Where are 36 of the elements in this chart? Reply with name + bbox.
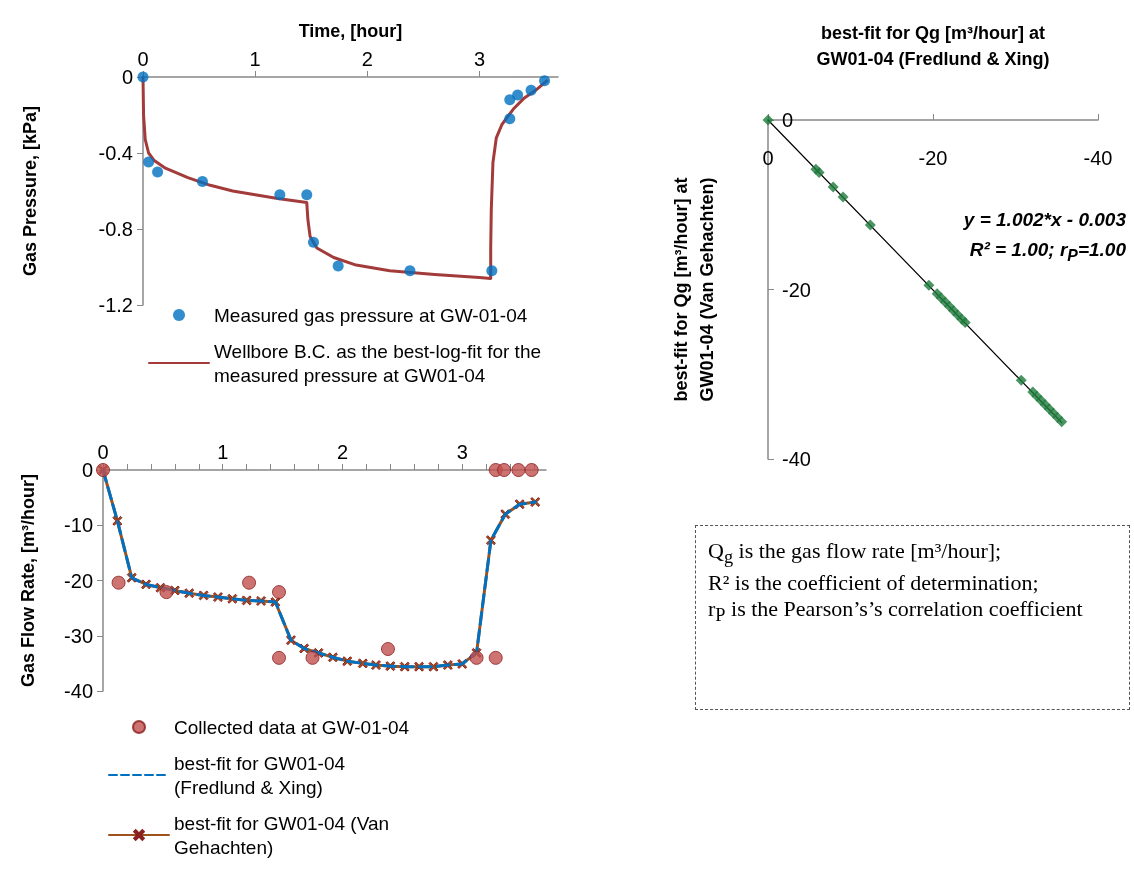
x-tick-label: -20	[918, 147, 948, 169]
legend-label: Measured gas pressure at GW-01-04	[214, 304, 528, 326]
x-tick-label: 2	[336, 441, 349, 463]
x-tick-label: 3	[473, 48, 486, 70]
x-tick-label: 3	[456, 441, 468, 463]
y-tick-label: 0	[121, 66, 133, 88]
y-tick-label: -40	[64, 680, 93, 702]
x-tick-label: 0	[137, 48, 149, 70]
y-tick-label: -20	[782, 278, 811, 301]
y-tick-label: 0	[81, 459, 93, 481]
y-axis-title: Gas Pressure, [kPa]	[20, 105, 40, 277]
x-tick-label: 1	[249, 48, 261, 70]
y-tick-label: -0.4	[98, 142, 133, 164]
y-tick-label: -30	[64, 624, 93, 647]
x-axis-title: best-fit for Qg [m³/hour] at GW01-04 (Fredlund & Xing)	[816, 23, 1050, 69]
x-tick-label: 1	[217, 441, 229, 463]
y-tick-label: -1.2	[98, 294, 133, 316]
y-axis-title: Gas Flow Rate, [m³/hour]	[18, 473, 38, 688]
x-tick-label: -40	[1083, 147, 1113, 169]
legend-label: best-fit for GW01-04 (Van Gehachten)	[174, 812, 390, 858]
y-tick-label: 0	[782, 109, 794, 131]
text: Q$_{g}$ is the gas flow rate [m³/hour];	[708, 538, 1003, 570]
legend-label: Collected data at GW-01-04	[174, 716, 410, 738]
y-tick-label: -0.8	[98, 218, 133, 240]
y-tick-label: -10	[64, 514, 93, 537]
x-tick-label: 2	[361, 48, 373, 70]
legend-label: Wellbore B.C. as the best-log-fit for the measured pressure at GW01-04	[214, 340, 542, 386]
y-axis-title: best-fit for Qg [m³/hour] at GW01-04 (Van Gehachten)	[671, 177, 717, 402]
y-tick-label: -20	[64, 569, 93, 592]
legend-label: best-fit for GW01-04 (Fredlund & Xing)	[174, 752, 346, 798]
text: r$_{P}$ is the Pearson’s’s correlation coefficient	[708, 596, 1084, 628]
annotation: R² = 1.00; r$_{P}$=1.00	[968, 238, 1126, 266]
x-axis-title: Time, [hour]	[298, 21, 403, 42]
x-tick-label: 0	[762, 147, 774, 169]
annotation: y = 1.002*x - 0.003	[963, 208, 1126, 232]
text: R² is the coefficient of determination;	[708, 570, 1040, 597]
